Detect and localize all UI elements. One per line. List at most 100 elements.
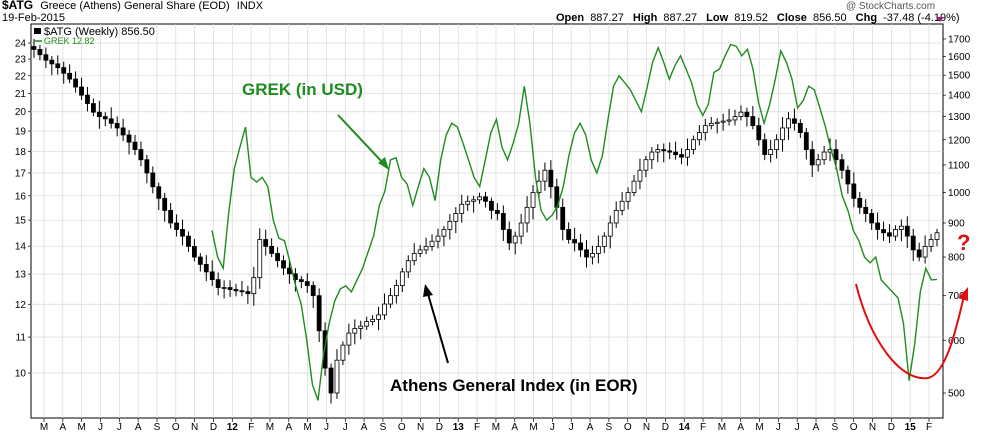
left-tick-label: 16 bbox=[15, 191, 27, 202]
atg-candle bbox=[281, 255, 286, 276]
x-tick-label: A bbox=[511, 422, 518, 432]
right-tick-label: 1300 bbox=[948, 112, 971, 123]
x-tick-label: S bbox=[154, 422, 161, 432]
atg-candle bbox=[435, 228, 441, 249]
x-tick-label: 14 bbox=[679, 422, 691, 432]
x-tick-label: O bbox=[172, 422, 180, 432]
x-tick-label: 13 bbox=[453, 422, 465, 432]
atg-candle bbox=[845, 165, 851, 194]
x-tick-label: A bbox=[737, 422, 744, 432]
atg-candle bbox=[875, 212, 880, 240]
atg-candle bbox=[572, 227, 578, 252]
atg-candle bbox=[506, 221, 512, 251]
x-tick-label: O bbox=[850, 422, 858, 432]
atg-candle bbox=[233, 283, 239, 297]
atg-candle bbox=[584, 240, 589, 268]
atg-candle bbox=[197, 253, 203, 272]
x-tick-label: A bbox=[813, 422, 820, 432]
atg-candle bbox=[471, 195, 477, 213]
atg-candle bbox=[37, 44, 43, 61]
atg-candle bbox=[441, 225, 447, 247]
x-tick-label: A bbox=[135, 422, 142, 432]
low-label: Low bbox=[706, 12, 728, 24]
atg-candle bbox=[483, 191, 488, 208]
atg-candle bbox=[910, 228, 916, 262]
atg-candle bbox=[904, 216, 910, 248]
x-tick-label: N bbox=[643, 422, 650, 432]
atg-candle bbox=[595, 235, 601, 264]
atg-candle bbox=[762, 133, 768, 161]
x-tick-label: 15 bbox=[905, 422, 917, 432]
x-tick-label: J bbox=[98, 422, 103, 432]
atg-candle bbox=[619, 192, 625, 216]
x-axis: M A M J J A S O N D 12 F M A M J J A S O N D 13 F M A M J J A S O N D 14 F M… bbox=[40, 418, 932, 433]
atg-candle bbox=[887, 224, 892, 244]
atg-candle bbox=[126, 130, 132, 155]
x-tick-label: M bbox=[77, 422, 85, 432]
atg-candle bbox=[275, 247, 280, 268]
atg-candle bbox=[524, 196, 530, 233]
atg-candle bbox=[780, 116, 785, 152]
plot-frame bbox=[30, 23, 944, 419]
atg-candle bbox=[388, 288, 393, 309]
atg-candle bbox=[928, 233, 934, 253]
open-value: 887.27 bbox=[590, 12, 624, 24]
x-tick-label: N bbox=[869, 422, 876, 432]
x-tick-label: M bbox=[718, 422, 726, 432]
right-tick-label: 1100 bbox=[948, 160, 970, 171]
x-tick-label: M bbox=[303, 422, 311, 432]
atg-candle bbox=[96, 100, 102, 129]
atg-candle bbox=[750, 105, 756, 130]
x-tick-label: S bbox=[832, 422, 839, 432]
atg-candle bbox=[821, 145, 827, 165]
atg-candle bbox=[786, 112, 791, 140]
left-tick-label: 10 bbox=[15, 369, 27, 380]
atg-candle bbox=[453, 207, 459, 234]
x-tick-label: A bbox=[361, 422, 368, 432]
x-tick-label: M bbox=[755, 422, 763, 432]
x-tick-label: M bbox=[266, 422, 274, 432]
x-tick-label: D bbox=[662, 422, 669, 432]
atg-candle bbox=[447, 214, 453, 240]
atg-candle bbox=[215, 272, 221, 296]
atg-candle bbox=[477, 192, 482, 204]
atg-candle bbox=[590, 245, 595, 265]
right-tick-label: 1600 bbox=[948, 52, 971, 63]
atg-candle bbox=[85, 86, 90, 112]
chg-dropdown-icon[interactable] bbox=[936, 17, 944, 22]
atg-candle bbox=[732, 109, 738, 126]
x-tick-label: O bbox=[398, 422, 406, 432]
x-tick-label: F bbox=[474, 422, 480, 432]
atg-candle bbox=[459, 194, 465, 223]
left-tick-label: 18 bbox=[15, 147, 27, 158]
x-tick-label: O bbox=[624, 422, 632, 432]
chg-value: -37.48 (-4.19%) bbox=[883, 12, 959, 24]
atg-candle bbox=[916, 242, 922, 262]
atg-candle bbox=[31, 38, 37, 58]
atg-candle bbox=[548, 160, 554, 199]
atg-candle bbox=[679, 148, 684, 165]
atg-candle bbox=[768, 139, 774, 163]
atg-candle bbox=[358, 320, 364, 340]
atg-candle bbox=[263, 229, 269, 256]
atg-candle bbox=[43, 47, 49, 69]
right-tick-label: 1700 bbox=[948, 35, 971, 46]
x-tick-label: N bbox=[417, 422, 424, 432]
left-axis: 24 23 22 21 20 19 18 17 16 15 14 13 12 11 10 bbox=[15, 39, 31, 380]
atg-candle bbox=[578, 233, 583, 257]
right-tick-label: 700 bbox=[948, 291, 965, 302]
atg-candle bbox=[429, 234, 435, 251]
x-tick-label: M bbox=[529, 422, 537, 432]
atg-candle bbox=[393, 279, 399, 304]
high-label: High bbox=[633, 12, 658, 24]
atg-candle bbox=[560, 198, 566, 241]
atg-candle bbox=[55, 55, 61, 75]
atg-candle bbox=[863, 199, 869, 223]
left-tick-label: 23 bbox=[15, 55, 27, 66]
atg-candle bbox=[667, 142, 673, 160]
close-label: Close bbox=[777, 12, 807, 24]
right-tick-label: 500 bbox=[948, 389, 965, 400]
x-tick-label: N bbox=[191, 422, 198, 432]
atg-candle bbox=[625, 187, 631, 210]
